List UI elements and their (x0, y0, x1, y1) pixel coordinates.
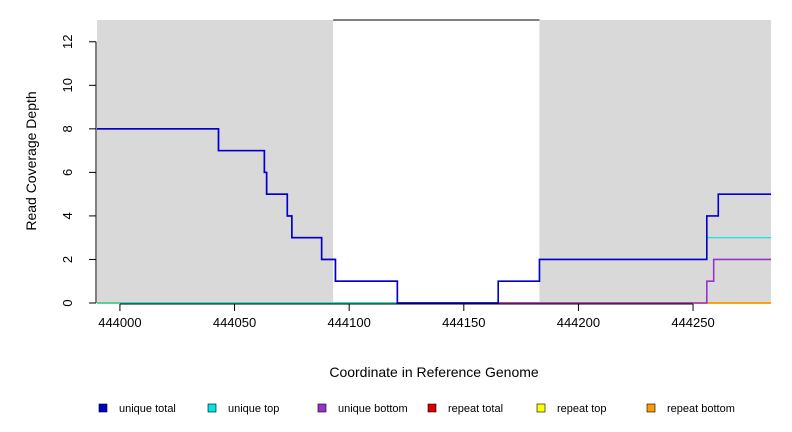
x-axis: 444000 444050 444100 444150 444200 444250 (98, 303, 715, 330)
legend-label: repeat top (557, 403, 607, 415)
series-lines (97, 128, 771, 304)
legend-swatch (646, 403, 656, 413)
legend: unique total unique top unique bottom repea… (98, 403, 735, 415)
legend-swatch (207, 403, 217, 413)
series-line-unique-total (97, 128, 771, 304)
y-axis: 0 2 4 6 8 10 12 (60, 35, 97, 307)
y-tick-label: 4 (60, 212, 75, 219)
y-tick-label: 8 (60, 125, 75, 132)
shaded-regions (97, 20, 771, 303)
y-axis-label: Read Coverage Depth (23, 91, 39, 230)
shaded-region (539, 20, 771, 303)
y-tick-label: 12 (60, 35, 75, 49)
legend-label: unique bottom (338, 403, 408, 415)
x-tick-label: 444250 (671, 315, 714, 330)
x-tick-label: 444050 (213, 315, 256, 330)
legend-swatch (98, 403, 108, 413)
y-tick-label: 10 (60, 78, 75, 92)
shaded-region (97, 20, 334, 303)
legend-swatch (317, 403, 327, 413)
x-tick-label: 444150 (442, 315, 485, 330)
legend-label: repeat total (448, 403, 503, 415)
legend-label: unique top (228, 403, 279, 415)
legend-swatch (536, 403, 546, 413)
y-tick-label: 6 (60, 169, 75, 176)
y-tick-label: 2 (60, 256, 75, 263)
x-tick-label: 444000 (98, 315, 141, 330)
x-tick-label: 444200 (557, 315, 600, 330)
y-tick-label: 0 (60, 299, 75, 306)
legend-swatch (427, 403, 437, 413)
x-tick-label: 444100 (327, 315, 370, 330)
legend-label: unique total (119, 403, 176, 415)
x-axis-label: Coordinate in Reference Genome (329, 364, 539, 380)
legend-label: repeat bottom (667, 403, 735, 415)
